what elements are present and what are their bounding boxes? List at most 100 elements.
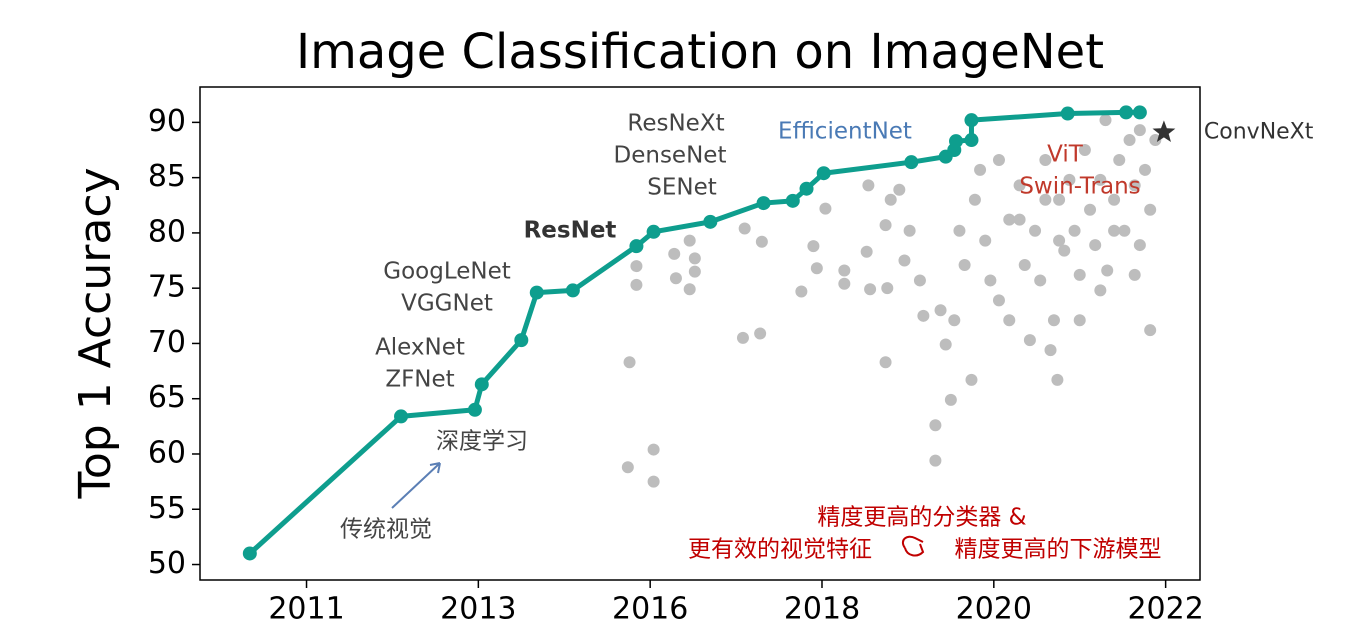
scatter-point [1018, 258, 1031, 271]
sota-point [1119, 105, 1134, 120]
annotation: AlexNet [375, 335, 465, 361]
scatter-point [1094, 173, 1107, 186]
scatter-point [1039, 153, 1052, 166]
scatter-point [1108, 224, 1121, 237]
sota-point [529, 285, 544, 300]
scatter-point [1013, 179, 1026, 192]
scatter-point [669, 272, 682, 285]
scatter-point [1101, 264, 1114, 277]
scatter-point [934, 304, 947, 317]
scatter-point [1144, 203, 1157, 216]
sota-point [816, 166, 831, 181]
scatter-point [1073, 314, 1086, 327]
star-marker [1152, 120, 1176, 143]
scatter-point [1023, 334, 1036, 347]
sota-point [394, 409, 409, 424]
scatter-point [913, 274, 926, 287]
scatter-point [968, 193, 981, 206]
scatter-point [1068, 224, 1081, 237]
y-tick-label: 85 [148, 159, 186, 194]
annotation: ResNet [524, 218, 617, 244]
sota-point [799, 181, 814, 196]
scatter-point [1128, 179, 1141, 192]
scatter-point [929, 419, 942, 432]
scatter-point [1003, 314, 1016, 327]
scatter-point [647, 475, 660, 488]
sota-point [467, 402, 482, 417]
scatter-point [838, 264, 851, 277]
scatter-point [1099, 114, 1112, 127]
scatter-point [903, 224, 916, 237]
scatter-point [1003, 213, 1016, 226]
y-tick-label: 50 [148, 546, 186, 581]
scatter-point [864, 283, 877, 296]
scatter-point [1128, 268, 1141, 281]
scatter-point [668, 247, 681, 260]
scatter-point [1118, 224, 1131, 237]
sota-point [565, 283, 580, 298]
annotation: Swin-Trans [1019, 174, 1140, 200]
scatter-point [1078, 144, 1091, 157]
sota-point [785, 193, 800, 208]
scatter-point [807, 240, 820, 253]
sota-point [474, 377, 489, 392]
scatter-point [1094, 284, 1107, 297]
y-tick-label: 75 [148, 270, 186, 305]
scatter-point [1053, 193, 1066, 206]
scatter-point [1047, 314, 1060, 327]
scatter-point [683, 283, 696, 296]
sota-point [242, 546, 257, 561]
scatter-point [898, 254, 911, 267]
annotation: DenseNet [614, 143, 727, 169]
scatter-point [621, 461, 634, 474]
scatter-point [1053, 234, 1066, 247]
scatter-point [1051, 373, 1064, 386]
scatter-point [795, 285, 808, 298]
scatter-point [984, 274, 997, 287]
x-tick-label: 2018 [784, 592, 860, 627]
sota-point [629, 239, 644, 254]
scatter-point [948, 314, 961, 327]
scatter-point [1029, 224, 1042, 237]
x-tick-label: 2022 [1127, 592, 1203, 627]
scatter-point [1133, 239, 1146, 252]
scatter-point [688, 252, 701, 265]
scatter-point [1089, 239, 1102, 252]
y-axis-label: Top 1 Accuracy [70, 167, 121, 499]
scatter-point [929, 454, 942, 467]
annotation: 精度更高的下游模型 [955, 537, 1162, 563]
annotation: ZFNet [385, 367, 454, 393]
scatter-point [992, 294, 1005, 307]
annotation: VGGNet [401, 291, 493, 317]
scatter-point [736, 331, 749, 344]
scatter-point [688, 265, 701, 278]
scatter-point [965, 373, 978, 386]
chart-title: Image Classification on ImageNet [296, 24, 1104, 80]
scatter-point [738, 222, 751, 235]
scatter-point [1084, 203, 1097, 216]
star-label: ConvNeXt [1204, 119, 1314, 144]
annotation: ViT [1047, 142, 1084, 168]
sota-point [904, 155, 919, 170]
hand-icon [901, 535, 925, 557]
annotation: ResNeXt [627, 111, 724, 137]
scatter-point [683, 234, 696, 247]
x-tick-label: 2020 [956, 592, 1032, 627]
scatter-point [953, 224, 966, 237]
sota-point [964, 133, 979, 148]
scatter-point [1013, 213, 1026, 226]
scatter-point [1123, 134, 1136, 147]
sota-point [949, 134, 964, 149]
scatter-point [1063, 173, 1076, 186]
sota-point [1060, 106, 1075, 121]
scatter-point [884, 193, 897, 206]
annotation: EfficientNet [778, 119, 912, 145]
y-tick-label: 60 [148, 435, 186, 470]
sota-point [756, 196, 771, 211]
scatter-point [1044, 344, 1057, 357]
scatter-point [958, 258, 971, 271]
x-tick-label: 2013 [440, 592, 516, 627]
scatter-point [754, 327, 767, 340]
y-tick-label: 70 [148, 325, 186, 360]
y-tick-label: 55 [148, 491, 186, 526]
